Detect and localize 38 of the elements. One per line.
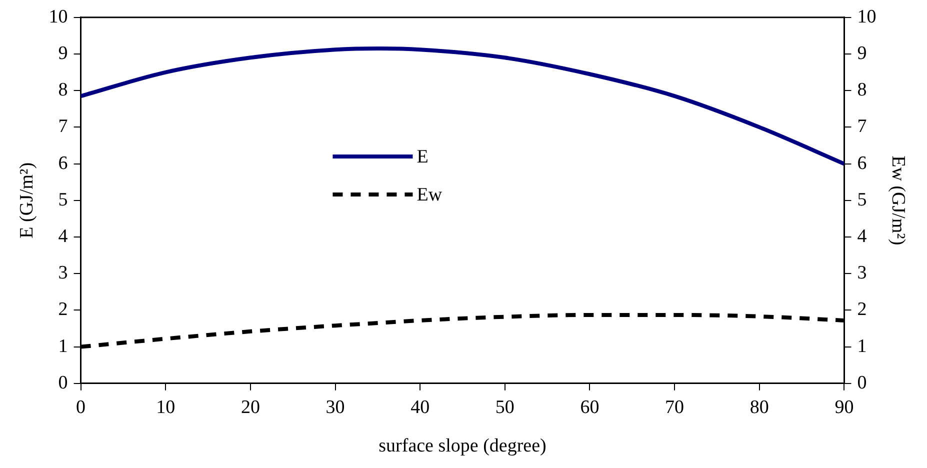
y-tick-label: 10 (48, 6, 68, 28)
y-axis-title: E (GJ/m²) (16, 162, 38, 238)
y2-tick-label: 0 (857, 372, 867, 394)
y-tick-label: 9 (58, 42, 68, 64)
x-tick-label: 70 (665, 396, 684, 418)
x-axis-title: surface slope (degree) (378, 436, 546, 457)
x-tick-label: 20 (240, 396, 260, 418)
x-tick-label: 0 (76, 396, 86, 418)
y-tick-label: 4 (58, 226, 68, 247)
y2-tick-label: 4 (857, 226, 868, 247)
y2-tick-label: 5 (857, 189, 867, 210)
y2-tick-label: 10 (857, 6, 876, 28)
y-tick-label: 1 (58, 336, 68, 357)
y2-tick-label: 7 (857, 116, 867, 138)
y-tick-label: 5 (58, 189, 68, 210)
x-tick-label: 60 (580, 396, 600, 418)
y2-axis-title: Ew (GJ/m²) (888, 156, 909, 246)
y-tick-label: 7 (58, 116, 68, 138)
y2-tick-label: 3 (857, 262, 867, 284)
x-tick-label: 50 (495, 396, 514, 418)
x-tick-label: 10 (156, 396, 176, 418)
y2-tick-label: 9 (857, 42, 867, 64)
legend-label: E (416, 146, 428, 168)
y2-tick-label: 1 (857, 336, 867, 357)
legend-label: Ew (416, 184, 442, 206)
y-tick-label: 6 (58, 152, 68, 174)
y-tick-label: 0 (58, 372, 68, 394)
y2-tick-label: 6 (857, 152, 867, 174)
y-tick-label: 8 (58, 80, 68, 101)
x-tick-label: 80 (750, 396, 769, 418)
x-tick-label: 30 (326, 396, 345, 418)
y2-tick-label: 8 (857, 80, 867, 101)
y-tick-label: 2 (58, 299, 68, 320)
y2-tick-label: 2 (857, 299, 867, 320)
y-tick-label: 3 (58, 262, 68, 284)
x-tick-label: 90 (834, 396, 854, 418)
line-series (80, 46, 844, 166)
x-tick-label: 40 (410, 396, 430, 418)
